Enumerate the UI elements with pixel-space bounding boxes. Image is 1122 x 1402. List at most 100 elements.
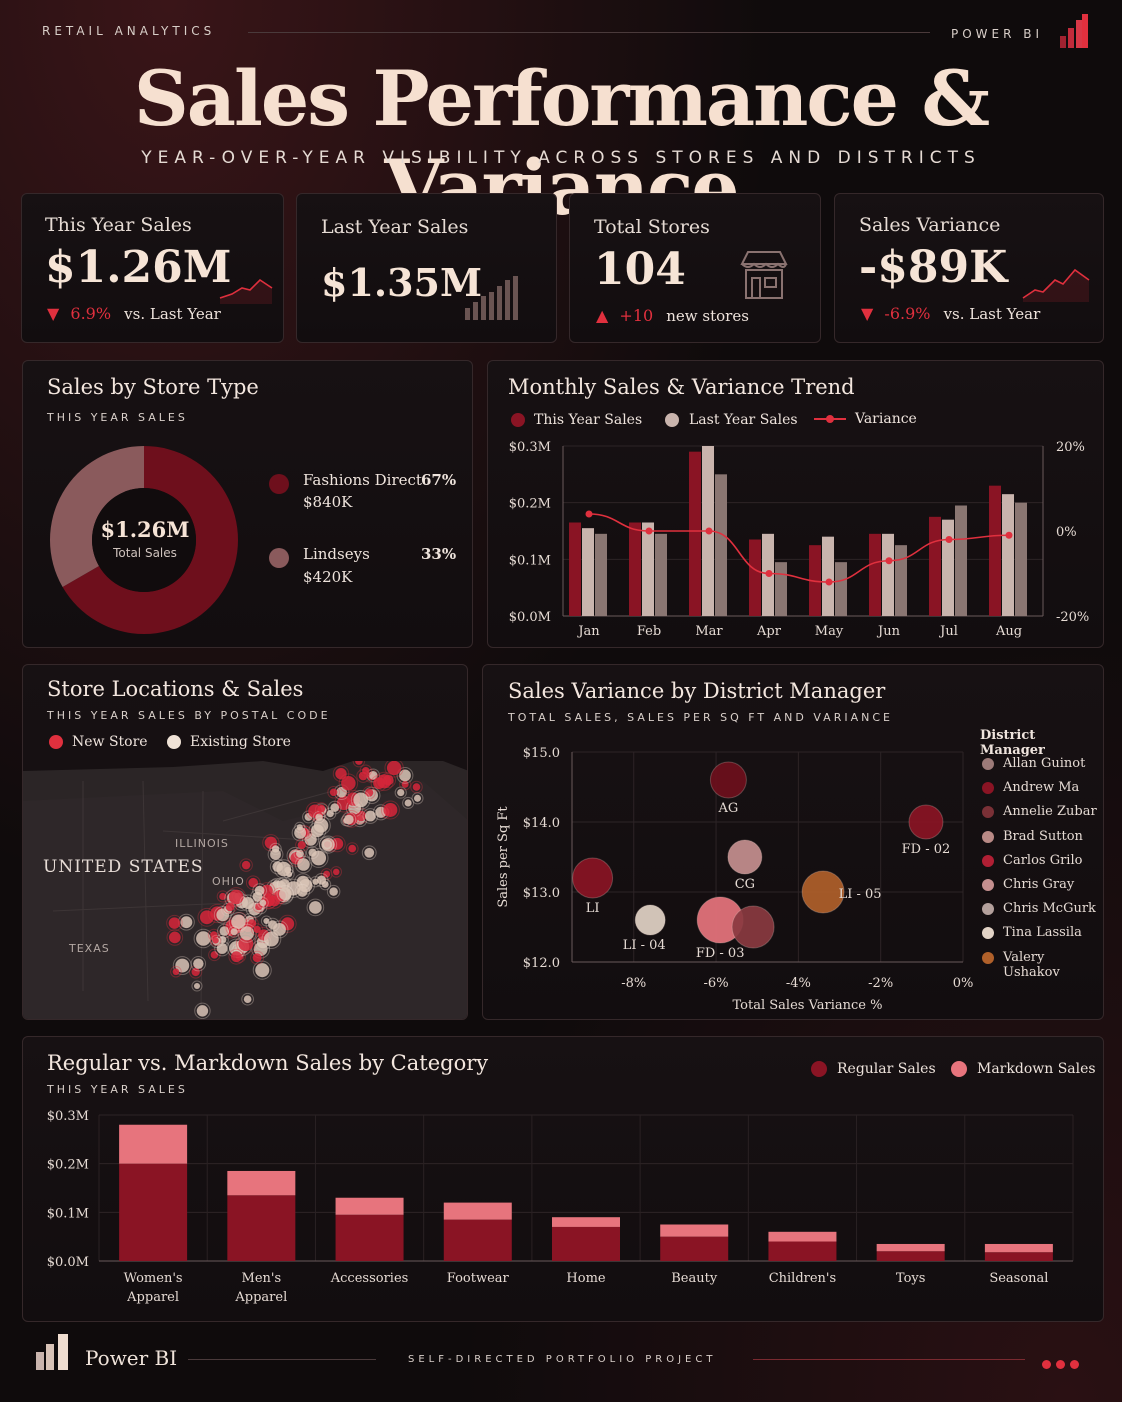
new-store-marker[interactable] (332, 868, 340, 876)
bar-markdown-sales[interactable] (660, 1224, 729, 1237)
existing-store-marker[interactable] (253, 942, 268, 957)
existing-store-marker[interactable] (193, 958, 204, 969)
existing-store-marker[interactable] (255, 963, 270, 978)
existing-store-marker[interactable] (279, 887, 292, 901)
existing-store-marker[interactable] (304, 833, 317, 846)
new-store-marker[interactable] (261, 884, 273, 897)
bar-this-year[interactable] (629, 522, 641, 617)
new-store-marker[interactable] (168, 931, 181, 944)
variance-point[interactable] (765, 570, 773, 577)
new-store-marker[interactable] (252, 953, 262, 963)
bubble[interactable] (634, 904, 666, 936)
bar-last-year-alt[interactable] (895, 545, 907, 616)
store-map[interactable] (23, 761, 468, 1020)
new-store-marker[interactable] (225, 902, 235, 912)
bar-regular-sales[interactable] (335, 1214, 404, 1261)
bar-markdown-sales[interactable] (119, 1124, 188, 1164)
existing-store-marker[interactable] (330, 803, 340, 812)
existing-store-marker[interactable] (270, 849, 281, 860)
existing-store-marker[interactable] (276, 861, 291, 877)
bar-last-year[interactable] (882, 533, 894, 616)
existing-store-marker[interactable] (399, 769, 411, 782)
new-store-marker[interactable] (355, 810, 367, 822)
bar-this-year[interactable] (989, 485, 1001, 616)
existing-store-marker[interactable] (294, 826, 307, 839)
bar-last-year[interactable] (1002, 494, 1014, 616)
existing-store-marker[interactable] (296, 824, 303, 831)
existing-store-marker[interactable] (316, 875, 327, 885)
new-store-marker[interactable] (212, 937, 219, 944)
existing-store-marker[interactable] (216, 908, 230, 922)
new-store-marker[interactable] (377, 774, 392, 789)
new-store-marker[interactable] (412, 783, 421, 791)
bar-markdown-sales[interactable] (552, 1217, 620, 1227)
bar-last-year[interactable] (642, 522, 654, 617)
existing-store-marker[interactable] (231, 914, 246, 929)
existing-store-marker[interactable] (397, 788, 405, 797)
bubble[interactable] (727, 839, 763, 875)
bar-last-year[interactable] (582, 528, 594, 616)
bar-last-year-alt[interactable] (655, 533, 667, 616)
bar-regular-sales[interactable] (227, 1195, 296, 1261)
existing-store-marker[interactable] (296, 849, 304, 858)
existing-store-marker[interactable] (268, 920, 278, 930)
existing-store-marker[interactable] (252, 891, 263, 902)
existing-store-marker[interactable] (175, 958, 190, 973)
existing-store-marker[interactable] (263, 917, 270, 924)
variance-point[interactable] (825, 578, 833, 586)
existing-store-marker[interactable] (241, 896, 255, 910)
existing-store-marker[interactable] (193, 982, 201, 990)
bubble[interactable] (572, 857, 614, 899)
bar-regular-sales[interactable] (119, 1163, 188, 1261)
new-store-marker[interactable] (230, 951, 242, 963)
bar-markdown-sales[interactable] (876, 1243, 945, 1252)
bar-regular-sales[interactable] (876, 1251, 945, 1261)
bar-this-year[interactable] (569, 522, 581, 617)
bar-this-year[interactable] (689, 451, 701, 616)
new-store-marker[interactable] (317, 804, 326, 813)
existing-store-marker[interactable] (230, 928, 238, 936)
existing-store-marker[interactable] (180, 916, 193, 929)
new-store-marker[interactable] (386, 761, 402, 776)
bar-regular-sales[interactable] (552, 1226, 620, 1261)
new-store-marker[interactable] (348, 844, 357, 853)
new-store-marker[interactable] (331, 837, 344, 850)
bubble[interactable] (709, 761, 747, 799)
existing-store-marker[interactable] (364, 810, 376, 822)
new-store-marker[interactable] (341, 776, 356, 791)
new-store-marker[interactable] (241, 860, 251, 870)
existing-store-marker[interactable] (336, 786, 347, 798)
new-store-marker[interactable] (228, 889, 244, 905)
new-store-marker[interactable] (191, 967, 200, 977)
existing-store-marker[interactable] (368, 771, 378, 780)
variance-point[interactable] (885, 557, 893, 565)
bubble[interactable] (731, 905, 775, 949)
bar-regular-sales[interactable] (660, 1236, 729, 1261)
bar-markdown-sales[interactable] (984, 1243, 1053, 1253)
bar-regular-sales[interactable] (443, 1219, 512, 1261)
existing-store-marker[interactable] (313, 818, 329, 833)
new-store-marker[interactable] (401, 780, 409, 788)
variance-point[interactable] (945, 536, 953, 543)
bar-last-year-alt[interactable] (595, 533, 607, 616)
bubble[interactable] (801, 870, 845, 914)
existing-store-marker[interactable] (263, 931, 279, 947)
existing-store-marker[interactable] (353, 792, 369, 808)
existing-store-marker[interactable] (329, 887, 338, 896)
new-store-marker[interactable] (329, 788, 338, 797)
existing-store-marker[interactable] (243, 995, 252, 1004)
donut-slice-lindseys[interactable] (50, 446, 144, 587)
existing-store-marker[interactable] (312, 878, 319, 885)
new-store-marker[interactable] (219, 892, 227, 901)
donut-slice-fashions-direct[interactable] (62, 446, 238, 634)
bar-regular-sales[interactable] (984, 1252, 1053, 1261)
new-store-marker[interactable] (358, 771, 368, 781)
existing-store-marker[interactable] (219, 926, 230, 936)
new-store-marker[interactable] (297, 841, 306, 850)
bar-regular-sales[interactable] (768, 1241, 837, 1261)
existing-store-marker[interactable] (326, 809, 334, 818)
new-store-marker[interactable] (238, 936, 254, 952)
existing-store-marker[interactable] (413, 794, 422, 802)
existing-store-marker[interactable] (196, 931, 211, 946)
bar-last-year[interactable] (942, 519, 954, 616)
